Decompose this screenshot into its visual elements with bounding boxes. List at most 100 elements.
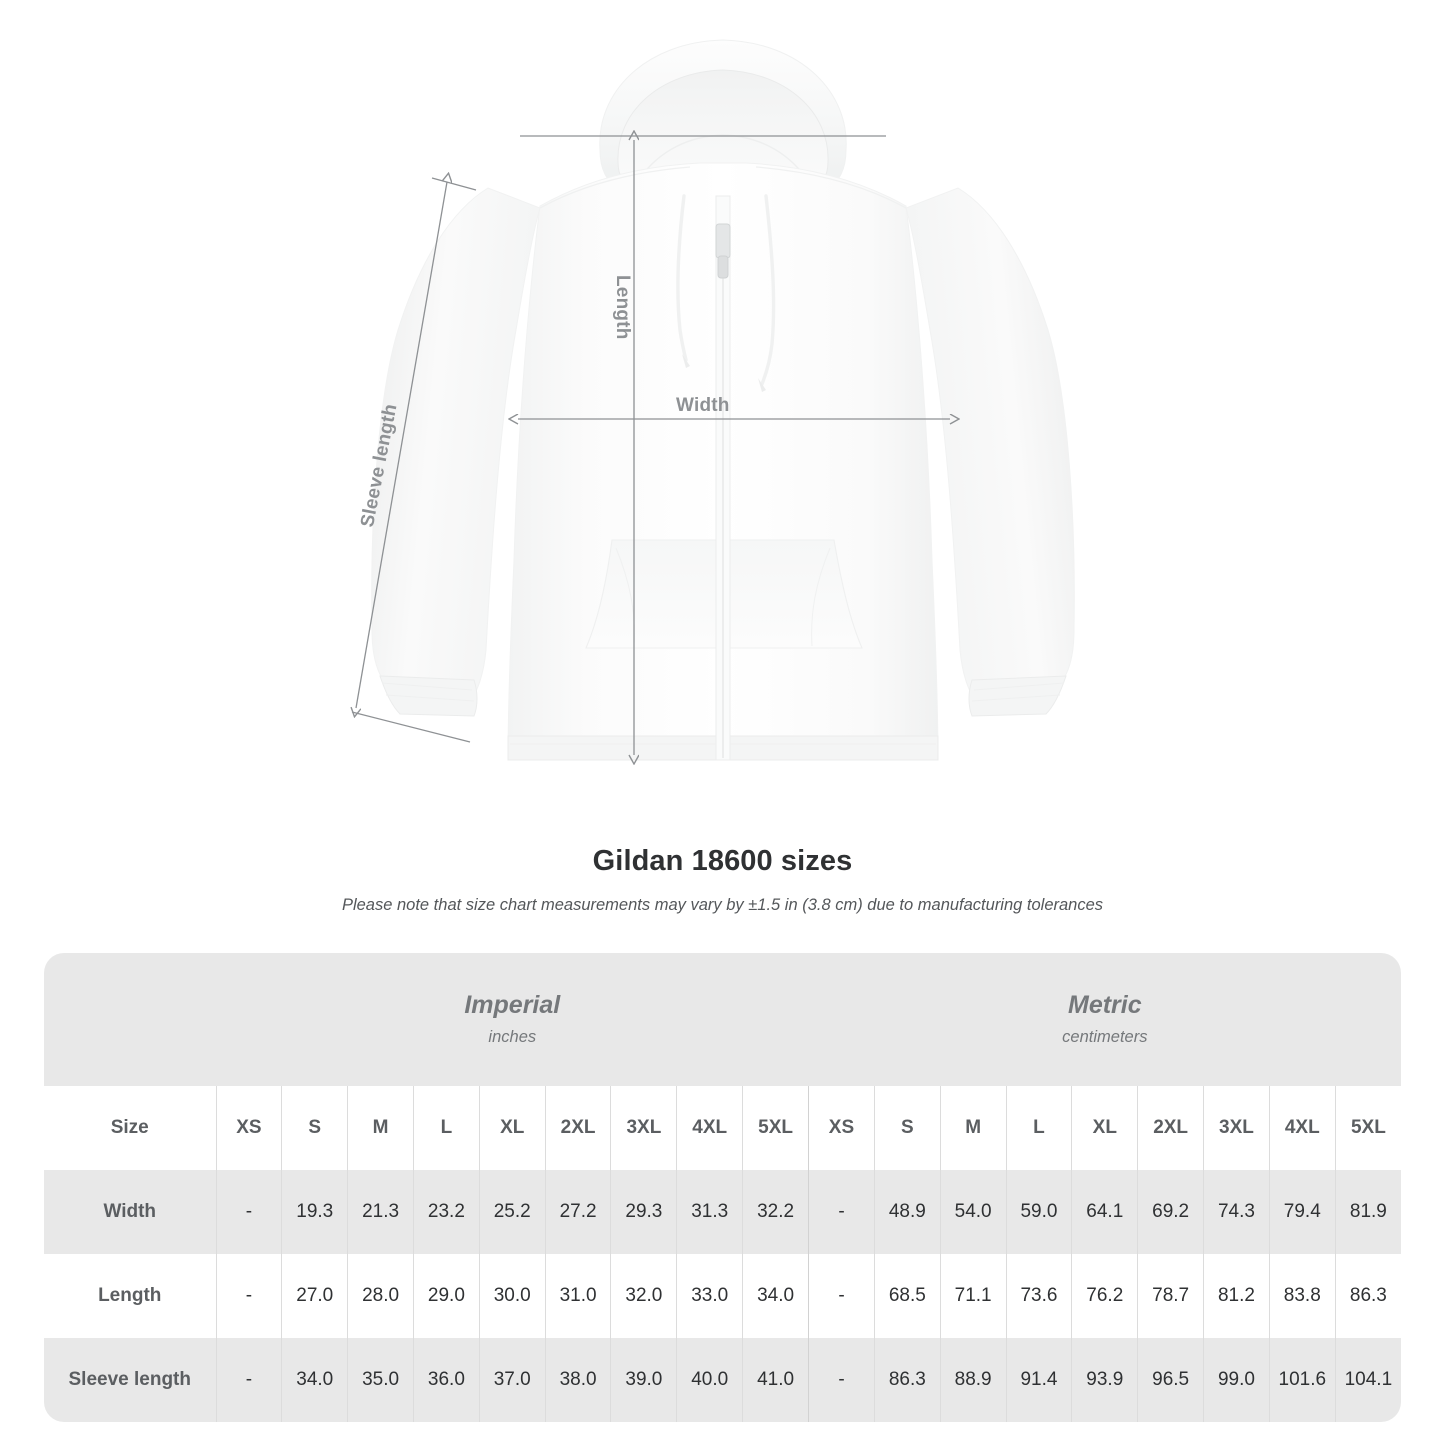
size-header-row: Size XS S M L XL 2XL 3XL 4XL 5XL XS S M … xyxy=(44,1086,1401,1170)
length-metric-xl: 76.2 xyxy=(1071,1254,1138,1338)
size-header-metric-s: S xyxy=(873,1086,941,1170)
width-imperial-s: 19.3 xyxy=(281,1170,348,1254)
size-header-imperial-m: M xyxy=(347,1086,414,1170)
length-imperial-s: 27.0 xyxy=(281,1254,348,1338)
length-metric-2xl: 78.7 xyxy=(1137,1254,1204,1338)
length-imperial-3xl: 32.0 xyxy=(610,1254,677,1338)
table-row: Sleeve length - 34.0 35.0 36.0 37.0 38.0… xyxy=(44,1338,1401,1422)
garment-figure: Width Length Sleeve length xyxy=(0,39,1075,840)
sleeve-metric-s: 86.3 xyxy=(873,1338,941,1422)
unit-banner-row: Imperial inches Metric centimeters xyxy=(44,953,1401,1086)
size-header-metric-5xl: 5XL xyxy=(1334,1086,1401,1170)
unit-sub-metric: centimeters xyxy=(1062,1027,1148,1046)
size-header-imperial-xs: XS xyxy=(215,1086,282,1170)
size-header-imperial-s: S xyxy=(281,1086,348,1170)
sleeve-imperial-m: 35.0 xyxy=(347,1338,414,1422)
length-imperial-m: 28.0 xyxy=(347,1254,414,1338)
width-metric-m: 54.0 xyxy=(939,1170,1007,1254)
sleeve-imperial-3xl: 39.0 xyxy=(610,1338,677,1422)
sleeve-metric-xl: 93.9 xyxy=(1071,1338,1138,1422)
title-block: Gildan 18600 sizes Please note that size… xyxy=(0,845,1445,915)
sleeve-imperial-5xl: 41.0 xyxy=(742,1338,809,1422)
length-metric-4xl: 83.8 xyxy=(1268,1254,1336,1338)
length-metric-s: 68.5 xyxy=(873,1254,941,1338)
sleeve-imperial-4xl: 40.0 xyxy=(676,1338,743,1422)
width-imperial-3xl: 29.3 xyxy=(610,1170,677,1254)
length-imperial-l: 29.0 xyxy=(412,1254,480,1338)
unit-name-metric: Metric xyxy=(1068,991,1142,1020)
size-header-imperial-l: L xyxy=(412,1086,480,1170)
size-header-metric-4xl: 4XL xyxy=(1268,1086,1336,1170)
length-metric-5xl: 86.3 xyxy=(1334,1254,1401,1338)
size-header-metric-xl: XL xyxy=(1071,1086,1138,1170)
sleeve-metric-2xl: 96.5 xyxy=(1137,1338,1204,1422)
row-label-length: Length xyxy=(44,1254,216,1338)
unit-sub-imperial: inches xyxy=(488,1027,537,1046)
size-header-label: Size xyxy=(44,1086,216,1170)
width-metric-l: 59.0 xyxy=(1005,1170,1072,1254)
size-header-imperial-xl: XL xyxy=(478,1086,546,1170)
width-metric-4xl: 79.4 xyxy=(1268,1170,1336,1254)
size-chart-table-container: Imperial inches Metric centimeters Size … xyxy=(44,953,1401,1422)
length-metric-m: 71.1 xyxy=(939,1254,1007,1338)
sleeve-imperial-xl: 37.0 xyxy=(478,1338,546,1422)
width-metric-xl: 64.1 xyxy=(1071,1170,1138,1254)
width-metric-5xl: 81.9 xyxy=(1334,1170,1401,1254)
length-imperial-xs: - xyxy=(215,1254,282,1338)
sleeve-imperial-l: 36.0 xyxy=(412,1338,480,1422)
row-label-width: Width xyxy=(44,1170,216,1254)
length-dimension-label: Length xyxy=(612,275,633,340)
table-row: Length - 27.0 28.0 29.0 30.0 31.0 32.0 3… xyxy=(44,1254,1401,1338)
length-imperial-2xl: 31.0 xyxy=(544,1254,611,1338)
page-title: Gildan 18600 sizes xyxy=(592,845,853,877)
sleeve-metric-3xl: 99.0 xyxy=(1203,1338,1270,1422)
row-label-sleeve-length: Sleeve length xyxy=(44,1338,216,1422)
sleeve-metric-xs: - xyxy=(808,1338,875,1422)
sleeve-metric-5xl: 104.1 xyxy=(1334,1338,1401,1422)
sleeve-metric-4xl: 101.6 xyxy=(1268,1338,1336,1422)
width-imperial-xl: 25.2 xyxy=(478,1170,546,1254)
width-metric-2xl: 69.2 xyxy=(1137,1170,1204,1254)
sleeve-imperial-2xl: 38.0 xyxy=(544,1338,611,1422)
sleeve-metric-l: 91.4 xyxy=(1005,1338,1072,1422)
measurement-guides xyxy=(352,136,950,755)
width-dimension-label: Width xyxy=(676,395,730,416)
width-imperial-2xl: 27.2 xyxy=(544,1170,611,1254)
length-metric-l: 73.6 xyxy=(1005,1254,1072,1338)
zip-hoodie-illustration xyxy=(0,39,1075,840)
sleeve-imperial-s: 34.0 xyxy=(281,1338,348,1422)
width-metric-3xl: 74.3 xyxy=(1203,1170,1270,1254)
unit-banner-imperial: Imperial inches xyxy=(216,953,809,1086)
width-imperial-5xl: 32.2 xyxy=(742,1170,809,1254)
size-header-imperial-3xl: 3XL xyxy=(610,1086,677,1170)
size-header-imperial-5xl: 5XL xyxy=(742,1086,809,1170)
width-metric-xs: - xyxy=(808,1170,875,1254)
length-metric-xs: - xyxy=(808,1254,875,1338)
length-metric-3xl: 81.2 xyxy=(1203,1254,1270,1338)
sleeve-metric-m: 88.9 xyxy=(939,1338,1007,1422)
tolerance-note: Please note that size chart measurements… xyxy=(341,896,1104,914)
table-row: Width - 19.3 21.3 23.2 25.2 27.2 29.3 31… xyxy=(44,1170,1401,1254)
size-header-metric-2xl: 2XL xyxy=(1137,1086,1204,1170)
size-header-metric-xs: XS xyxy=(808,1086,875,1170)
unit-name-imperial: Imperial xyxy=(464,991,561,1020)
sleeve-length-arrow xyxy=(356,182,447,708)
width-metric-s: 48.9 xyxy=(873,1170,941,1254)
size-header-imperial-4xl: 4XL xyxy=(676,1086,743,1170)
width-imperial-xs: - xyxy=(215,1170,282,1254)
width-imperial-4xl: 31.3 xyxy=(676,1170,743,1254)
width-imperial-m: 21.3 xyxy=(347,1170,414,1254)
size-header-metric-3xl: 3XL xyxy=(1203,1086,1270,1170)
size-header-metric-m: M xyxy=(939,1086,1007,1170)
sleeve-imperial-xs: - xyxy=(215,1338,282,1422)
width-imperial-l: 23.2 xyxy=(412,1170,480,1254)
length-imperial-4xl: 33.0 xyxy=(676,1254,743,1338)
sleeve-reference-line-top xyxy=(431,177,477,191)
size-header-metric-l: L xyxy=(1005,1086,1072,1170)
length-imperial-xl: 30.0 xyxy=(478,1254,546,1338)
size-chart-table: Imperial inches Metric centimeters Size … xyxy=(44,953,1401,1422)
sleeve-reference-line-bottom xyxy=(351,711,471,743)
unit-banner-spacer xyxy=(44,953,216,1086)
length-imperial-5xl: 34.0 xyxy=(742,1254,809,1338)
